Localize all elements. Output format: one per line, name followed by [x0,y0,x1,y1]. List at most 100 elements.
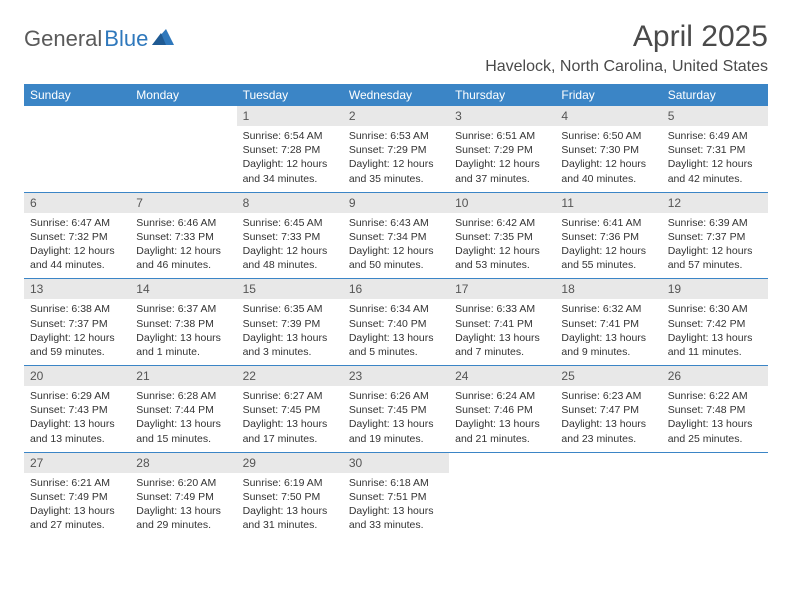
sunrise-text: Sunrise: 6:32 AM [561,302,655,316]
sunset-text: Sunset: 7:47 PM [561,403,655,417]
calendar-cell: 22Sunrise: 6:27 AMSunset: 7:45 PMDayligh… [237,366,343,453]
day-details: Sunrise: 6:51 AMSunset: 7:29 PMDaylight:… [449,126,555,192]
sunrise-text: Sunrise: 6:45 AM [243,216,337,230]
logo-text-blue: Blue [104,26,148,52]
sunset-text: Sunset: 7:45 PM [349,403,443,417]
sunrise-text: Sunrise: 6:51 AM [455,129,549,143]
daylight-text-2: and 23 minutes. [561,432,655,446]
daylight-text-1: Daylight: 13 hours [30,417,124,431]
sunset-text: Sunset: 7:39 PM [243,317,337,331]
daylight-text-1: Daylight: 12 hours [136,244,230,258]
daylight-text-1: Daylight: 12 hours [455,244,549,258]
day-details: Sunrise: 6:28 AMSunset: 7:44 PMDaylight:… [130,386,236,452]
day-number: 26 [662,366,768,386]
calendar-table: Sunday Monday Tuesday Wednesday Thursday… [24,84,768,538]
sunrise-text: Sunrise: 6:26 AM [349,389,443,403]
calendar-cell: 17Sunrise: 6:33 AMSunset: 7:41 PMDayligh… [449,279,555,366]
weekday-header: Saturday [662,84,768,106]
day-number: 17 [449,279,555,299]
sunrise-text: Sunrise: 6:29 AM [30,389,124,403]
calendar-week-row: 20Sunrise: 6:29 AMSunset: 7:43 PMDayligh… [24,366,768,453]
daylight-text-2: and 48 minutes. [243,258,337,272]
daylight-text-2: and 42 minutes. [668,172,762,186]
calendar-cell: 30Sunrise: 6:18 AMSunset: 7:51 PMDayligh… [343,452,449,538]
day-number: 10 [449,193,555,213]
day-details: Sunrise: 6:35 AMSunset: 7:39 PMDaylight:… [237,299,343,365]
calendar-cell: 15Sunrise: 6:35 AMSunset: 7:39 PMDayligh… [237,279,343,366]
daylight-text-2: and 7 minutes. [455,345,549,359]
location-text: Havelock, North Carolina, United States [485,58,768,76]
sunrise-text: Sunrise: 6:54 AM [243,129,337,143]
calendar-cell [449,452,555,538]
day-number: 7 [130,193,236,213]
sunrise-text: Sunrise: 6:33 AM [455,302,549,316]
day-number: 24 [449,366,555,386]
sunset-text: Sunset: 7:41 PM [561,317,655,331]
daylight-text-2: and 1 minute. [136,345,230,359]
daylight-text-2: and 59 minutes. [30,345,124,359]
sunset-text: Sunset: 7:29 PM [349,143,443,157]
calendar-cell: 3Sunrise: 6:51 AMSunset: 7:29 PMDaylight… [449,106,555,192]
daylight-text-1: Daylight: 12 hours [30,244,124,258]
day-number: 3 [449,106,555,126]
sunset-text: Sunset: 7:49 PM [30,490,124,504]
day-number: 30 [343,453,449,473]
sunset-text: Sunset: 7:31 PM [668,143,762,157]
daylight-text-2: and 27 minutes. [30,518,124,532]
day-details: Sunrise: 6:21 AMSunset: 7:49 PMDaylight:… [24,473,130,539]
daylight-text-2: and 57 minutes. [668,258,762,272]
sunset-text: Sunset: 7:46 PM [455,403,549,417]
day-details: Sunrise: 6:20 AMSunset: 7:49 PMDaylight:… [130,473,236,539]
daylight-text-2: and 5 minutes. [349,345,443,359]
day-number: 1 [237,106,343,126]
daylight-text-2: and 21 minutes. [455,432,549,446]
sunrise-text: Sunrise: 6:24 AM [455,389,549,403]
sunrise-text: Sunrise: 6:39 AM [668,216,762,230]
sunrise-text: Sunrise: 6:49 AM [668,129,762,143]
calendar-cell: 2Sunrise: 6:53 AMSunset: 7:29 PMDaylight… [343,106,449,192]
sunrise-text: Sunrise: 6:41 AM [561,216,655,230]
daylight-text-1: Daylight: 13 hours [243,417,337,431]
day-details: Sunrise: 6:41 AMSunset: 7:36 PMDaylight:… [555,213,661,279]
sunset-text: Sunset: 7:51 PM [349,490,443,504]
day-number: 13 [24,279,130,299]
sunset-text: Sunset: 7:48 PM [668,403,762,417]
sunrise-text: Sunrise: 6:30 AM [668,302,762,316]
calendar-cell: 19Sunrise: 6:30 AMSunset: 7:42 PMDayligh… [662,279,768,366]
sunrise-text: Sunrise: 6:27 AM [243,389,337,403]
sunrise-text: Sunrise: 6:46 AM [136,216,230,230]
day-number: 11 [555,193,661,213]
day-details: Sunrise: 6:39 AMSunset: 7:37 PMDaylight:… [662,213,768,279]
day-number: 19 [662,279,768,299]
day-details: Sunrise: 6:19 AMSunset: 7:50 PMDaylight:… [237,473,343,539]
month-title: April 2025 [485,20,768,54]
weekday-header: Tuesday [237,84,343,106]
daylight-text-1: Daylight: 13 hours [668,331,762,345]
sunset-text: Sunset: 7:42 PM [668,317,762,331]
daylight-text-2: and 46 minutes. [136,258,230,272]
sunset-text: Sunset: 7:28 PM [243,143,337,157]
sunset-text: Sunset: 7:38 PM [136,317,230,331]
calendar-cell [130,106,236,192]
sunrise-text: Sunrise: 6:37 AM [136,302,230,316]
calendar-cell: 10Sunrise: 6:42 AMSunset: 7:35 PMDayligh… [449,192,555,279]
day-details: Sunrise: 6:26 AMSunset: 7:45 PMDaylight:… [343,386,449,452]
calendar-cell: 29Sunrise: 6:19 AMSunset: 7:50 PMDayligh… [237,452,343,538]
daylight-text-1: Daylight: 12 hours [349,157,443,171]
calendar-cell: 28Sunrise: 6:20 AMSunset: 7:49 PMDayligh… [130,452,236,538]
day-number: 9 [343,193,449,213]
day-details: Sunrise: 6:37 AMSunset: 7:38 PMDaylight:… [130,299,236,365]
daylight-text-1: Daylight: 13 hours [136,417,230,431]
daylight-text-2: and 3 minutes. [243,345,337,359]
daylight-text-2: and 11 minutes. [668,345,762,359]
day-details: Sunrise: 6:42 AMSunset: 7:35 PMDaylight:… [449,213,555,279]
day-number: 12 [662,193,768,213]
calendar-cell: 13Sunrise: 6:38 AMSunset: 7:37 PMDayligh… [24,279,130,366]
calendar-week-row: 1 Sunrise: 6:54 AMSunset: 7:28 PM Daylight… [24,106,768,192]
day-details: Sunrise: 6:29 AMSunset: 7:43 PMDaylight:… [24,386,130,452]
calendar-cell: 21Sunrise: 6:28 AMSunset: 7:44 PMDayligh… [130,366,236,453]
day-details: Sunrise: 6:27 AMSunset: 7:45 PMDaylight:… [237,386,343,452]
daylight-text-1: Daylight: 13 hours [243,331,337,345]
day-details: Sunrise: 6:30 AMSunset: 7:42 PMDaylight:… [662,299,768,365]
sunrise-text: Sunrise: 6:43 AM [349,216,443,230]
